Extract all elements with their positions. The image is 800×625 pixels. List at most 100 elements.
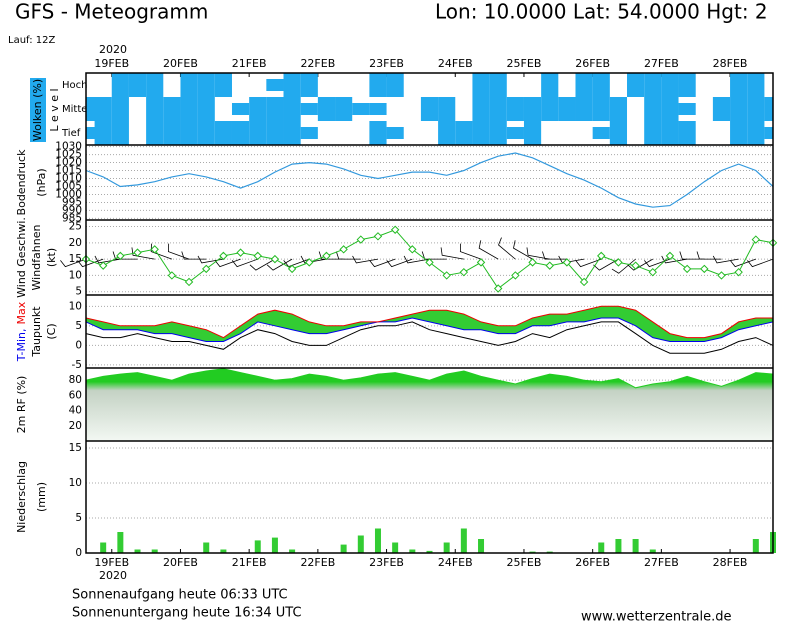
wind-barb (60, 258, 87, 268)
axis-label: (hPa) (35, 168, 48, 196)
wind-barb (478, 240, 499, 260)
precip-bar (100, 542, 107, 553)
axis-label: L e v e l (48, 88, 61, 131)
wind-barb (542, 251, 567, 260)
y-tick-label: 1015 (55, 165, 82, 177)
x-tick-label: 25FEB (507, 556, 542, 569)
x-tick-label: 28FEB (713, 57, 748, 70)
cloud-cell (455, 121, 473, 145)
cloud-cell (197, 73, 215, 97)
wind-barb (661, 255, 688, 264)
level-label: Mittel (62, 104, 90, 115)
axis-label: Wind Geschwi. (15, 217, 28, 298)
temp-band (86, 306, 773, 342)
x-tick-label: 22FEB (300, 556, 335, 569)
y-tick-label: 1005 (55, 180, 82, 192)
precip-bar (426, 550, 433, 553)
cloud-cell (335, 97, 353, 121)
axis-label: 2m RF (%) (15, 376, 28, 434)
cloud-cell (592, 127, 610, 139)
x-tick-label: 23FEB (369, 556, 404, 569)
level-label: Hoch (62, 80, 87, 91)
wind-marker (562, 258, 572, 267)
y-tick-label: 995 (62, 196, 82, 208)
cloud-cell (764, 97, 773, 121)
cloud-cell (369, 103, 387, 115)
wind-barb (386, 258, 413, 268)
wind-marker (322, 251, 331, 261)
cloud-cell (94, 121, 112, 145)
wind-marker (648, 267, 657, 277)
wind-marker (717, 271, 726, 280)
wind-marker (184, 277, 194, 287)
location: Lon: 10.0000 Lat: 54.0000 Hgt: 2 (435, 0, 768, 24)
axis-label: (mm) (35, 482, 48, 512)
y-tick-label: 1030 (55, 141, 82, 153)
y-tick-label: 0 (75, 339, 82, 351)
cloud-cell (489, 121, 507, 145)
wind-marker (202, 264, 211, 274)
wind-barb (167, 243, 190, 260)
cloud-cell (249, 97, 267, 121)
cloud-cell (644, 73, 662, 97)
cloud-cell (369, 121, 387, 145)
cloud-cell (438, 97, 456, 121)
cloud-cell (541, 97, 559, 121)
y-tick-label: 15 (69, 442, 82, 454)
cloud-cell (592, 73, 610, 97)
wind-barb (644, 258, 671, 268)
pressure-line (85, 152, 774, 208)
cloud-cell (283, 121, 301, 145)
precip-bar (460, 528, 467, 553)
cloud-cell (111, 97, 129, 121)
y-tick-label: 1010 (55, 173, 82, 185)
precip-bar (632, 539, 639, 553)
temp-line (85, 317, 774, 342)
cloud-cell (317, 97, 336, 121)
wind-marker (373, 232, 383, 241)
cloud-cell (489, 97, 507, 121)
cloud-cell (627, 73, 645, 97)
y-tick-label: 40 (69, 405, 82, 417)
wind-barb (459, 243, 482, 260)
wind-barb (440, 247, 464, 260)
wind-marker (305, 258, 314, 267)
cloud-cell (369, 73, 387, 97)
run: Lauf: 12Z (8, 35, 55, 46)
cloud-cell (592, 97, 610, 121)
cloud-cell (352, 103, 370, 115)
axis-label: (C) (45, 323, 58, 339)
wind-barb (300, 255, 327, 264)
wind-barb (403, 255, 430, 264)
y-tick-label: 990 (62, 204, 82, 216)
precip-bar (289, 549, 296, 553)
precip-bar (117, 532, 124, 553)
humidity-area (85, 368, 774, 442)
wind-marker (631, 261, 640, 270)
wind-marker (408, 245, 417, 254)
x-tick-label: 27FEB (644, 57, 679, 70)
year-top: 2020 (99, 43, 127, 56)
wind-marker (425, 258, 434, 267)
cloud-cell (266, 79, 284, 91)
wind-barb (513, 240, 533, 260)
precip-bar (151, 549, 158, 553)
cloud-cell (730, 73, 748, 97)
wind-barb (231, 258, 258, 268)
level-label: Tief (61, 128, 81, 139)
precip-bar (392, 542, 399, 553)
cloud-cell (678, 73, 696, 97)
cloud-cell (730, 97, 748, 121)
axis-label: Windfahnen (30, 225, 43, 291)
axis-label: Taupunkt (30, 306, 43, 358)
cloud-cell (283, 97, 301, 121)
axis-label: (kt) (45, 248, 58, 267)
cloud-cell (523, 97, 542, 121)
cloud-cell (180, 121, 198, 145)
cloud-cell (472, 73, 490, 97)
wind-barb (352, 255, 379, 264)
wind-marker (459, 267, 469, 277)
wind-marker (442, 271, 451, 280)
wind-marker (390, 225, 400, 234)
